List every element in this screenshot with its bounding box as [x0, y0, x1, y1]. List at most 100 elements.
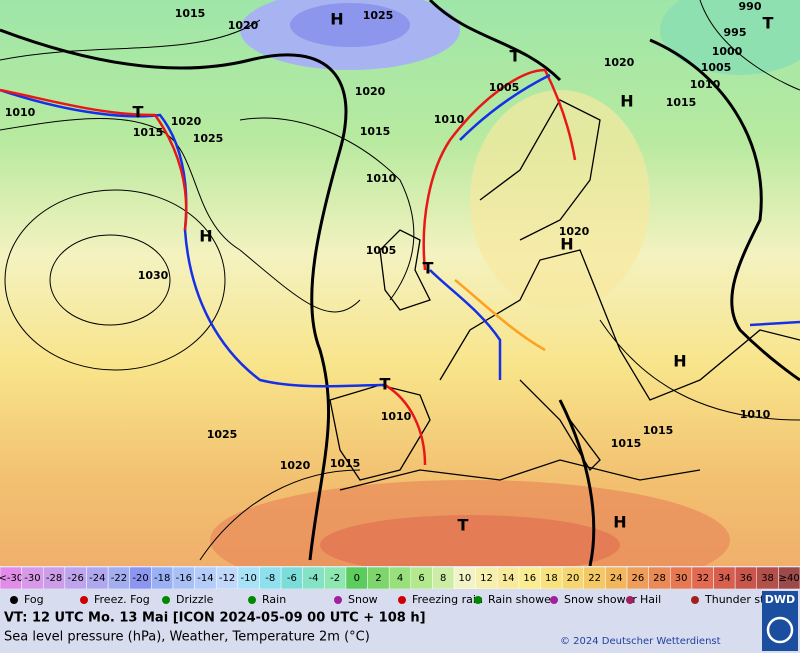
- scale-label: -30: [24, 573, 40, 584]
- isobar-label: 1010: [5, 106, 36, 119]
- legend-symbol: [474, 596, 482, 604]
- isobar-label: 1015: [666, 96, 697, 109]
- scale-label: -12: [219, 573, 235, 584]
- isobar-label: 1030: [138, 269, 169, 282]
- pressure-center: H: [560, 235, 573, 254]
- hot-core: [320, 515, 620, 566]
- isobar-label: 1015: [133, 126, 164, 139]
- isobar-label: 1015: [643, 424, 674, 437]
- legend-symbol: [398, 596, 406, 604]
- legend-label: Hail: [640, 593, 661, 606]
- scale-label: 12: [480, 573, 493, 584]
- pressure-center: H: [673, 352, 686, 371]
- legend-label: Rain: [262, 593, 286, 606]
- copyright: © 2024 Deutscher Wetterdienst: [560, 636, 721, 647]
- isobar-label: 1020: [355, 85, 386, 98]
- pressure-center: T: [763, 14, 774, 33]
- scale-label: 28: [653, 573, 666, 584]
- isobar-label: 1010: [434, 113, 465, 126]
- scale-label: 18: [545, 573, 558, 584]
- fronts: [0, 68, 800, 466]
- scale-label: <-30: [0, 573, 23, 584]
- scale-label: 26: [631, 573, 644, 584]
- warm-area: [470, 90, 650, 310]
- pressure-center: T: [133, 103, 144, 122]
- scale-label: 30: [675, 573, 688, 584]
- logo-text: DWD: [765, 593, 795, 606]
- legend-label: Snow shower: [564, 593, 637, 606]
- footer-background: [0, 612, 800, 653]
- legend-symbol: [691, 596, 699, 604]
- scale-label: -22: [111, 573, 127, 584]
- scale-label: 4: [397, 573, 403, 584]
- pressure-center: H: [620, 92, 633, 111]
- legend: Fog Freez. Fog Drizzle Rain Snow Freezing rai…: [0, 589, 786, 612]
- isobar-label: 1010: [366, 172, 397, 185]
- scale-label: -16: [176, 573, 192, 584]
- scale-label: -8: [265, 573, 275, 584]
- map-labels: 1015 1020 1025 1020 1015 1010 1005 1020 1015 1010…: [5, 0, 774, 535]
- legend-symbol: [80, 596, 88, 604]
- isobar-label: 1020: [228, 19, 259, 32]
- scale-label: 6: [418, 573, 424, 584]
- cold-area-east: [660, 0, 800, 75]
- isobar-label: 1005: [701, 61, 732, 74]
- isobar-label: 1020: [559, 225, 590, 238]
- scale-label: -18: [154, 573, 170, 584]
- cold-core: [290, 3, 410, 47]
- isobar-label: 1025: [193, 132, 224, 145]
- isobar-label: 1005: [366, 244, 397, 257]
- legend-symbol: [550, 596, 558, 604]
- isobar-label: 1020: [171, 115, 202, 128]
- isobar-label: 1020: [604, 56, 635, 69]
- isobar-label: 1010: [690, 78, 721, 91]
- pressure-center: H: [330, 10, 343, 29]
- isobar-label: 1020: [280, 459, 311, 472]
- scale-label: 36: [740, 573, 753, 584]
- scale-label: -14: [197, 573, 213, 584]
- scale-label: 38: [761, 573, 774, 584]
- isobar-label: 1015: [175, 7, 206, 20]
- isobar-label: 1015: [330, 457, 361, 470]
- scale-label: 20: [567, 573, 580, 584]
- isobar-label: 1015: [360, 125, 391, 138]
- scale-label: -6: [287, 573, 297, 584]
- scale-label: 34: [718, 573, 731, 584]
- scale-label: -26: [68, 573, 84, 584]
- legend-symbol: [248, 596, 256, 604]
- isobar-label: 1010: [740, 408, 771, 421]
- scale-label: ≥40: [779, 573, 800, 584]
- legend-symbol: [334, 596, 342, 604]
- pressure-center: T: [458, 516, 469, 535]
- pressure-center: H: [199, 227, 212, 246]
- logo-swirl: [766, 616, 794, 644]
- legend-label: Freez. Fog: [94, 593, 150, 606]
- temperature-field: [0, 0, 800, 566]
- isobar-label: 1025: [363, 9, 394, 22]
- scale-label: 32: [696, 573, 709, 584]
- isobar-label: 1005: [489, 81, 520, 94]
- pressure-center: H: [613, 513, 626, 532]
- valid-time: VT: 12 UTC Mo. 13 Mai [ICON 2024-05-09 0…: [4, 611, 426, 626]
- scale-label: -4: [309, 573, 319, 584]
- scale-label: -10: [240, 573, 256, 584]
- map-area: [0, 0, 800, 566]
- isobar-label: 1000: [712, 45, 743, 58]
- isobars: [0, 0, 800, 561]
- legend-label: Fog: [24, 593, 44, 606]
- coastlines: [329, 99, 800, 491]
- scale-label: 2: [375, 573, 381, 584]
- pressure-center: T: [423, 259, 434, 278]
- legend-label: Snow: [348, 593, 378, 606]
- scale-label: 14: [502, 573, 515, 584]
- legend-symbol: [162, 596, 170, 604]
- scale-label: 0: [354, 573, 360, 584]
- legend-symbol: [626, 596, 634, 604]
- pressure-center: T: [380, 375, 391, 394]
- legend-label: Drizzle: [176, 593, 214, 606]
- scale-label: -2: [330, 573, 340, 584]
- legend-symbol: [10, 596, 18, 604]
- legend-background: [0, 589, 762, 612]
- scale-label: 10: [458, 573, 471, 584]
